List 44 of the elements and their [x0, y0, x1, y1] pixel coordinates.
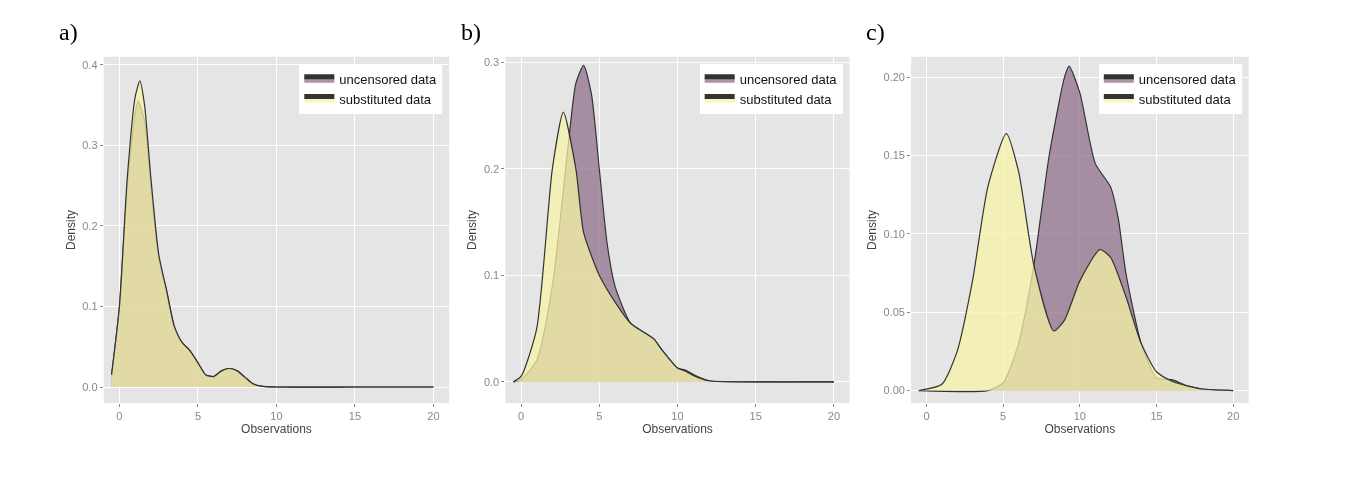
chart-title: a)	[59, 19, 78, 45]
x-tick-label: 15	[1150, 410, 1163, 423]
x-tick-label: 15	[348, 410, 362, 423]
chart-title: b)	[461, 19, 481, 45]
x-tick-label: 10	[1073, 410, 1086, 423]
y-tick-label: 0.3	[82, 139, 98, 152]
chart-title: c)	[866, 19, 885, 45]
x-tick-label: 20	[827, 410, 841, 423]
y-tick-label: 0.4	[82, 58, 98, 71]
y-tick-label: 0.05	[883, 306, 905, 319]
y-tick-label: 0.1	[483, 269, 500, 282]
y-tick-label: 0.2	[483, 162, 500, 175]
y-tick-label: 0.0	[82, 380, 98, 393]
y-tick-label: 0.0	[483, 375, 500, 388]
x-tick-label: 0	[923, 410, 930, 423]
y-tick-label: 0.20	[883, 71, 905, 84]
y-tick-label: 0.00	[883, 384, 905, 397]
y-tick-label: 0.2	[82, 219, 98, 232]
y-axis-title: Density	[864, 209, 879, 250]
legend-label: uncensored data	[1138, 71, 1237, 87]
x-axis-title: Observations	[1044, 422, 1116, 437]
x-tick-label: 15	[749, 410, 762, 423]
legend-label: uncensored data	[739, 71, 838, 87]
legend-label: uncensored data	[339, 71, 437, 87]
legend-label: substituted data	[739, 91, 833, 107]
x-tick-label: 0	[518, 410, 525, 423]
x-tick-label: 5	[1000, 410, 1007, 423]
y-tick-label: 0.10	[883, 227, 905, 240]
x-tick-label: 20	[1227, 410, 1240, 423]
x-tick-label: 20	[427, 410, 440, 423]
x-tick-label: 5	[194, 410, 202, 423]
y-tick-label: 0.1	[82, 300, 98, 313]
y-tick-label: 0.3	[483, 55, 500, 68]
x-axis-title: Observations	[642, 422, 713, 437]
x-axis-title: Observations	[241, 422, 312, 437]
x-tick-label: 5	[596, 410, 603, 423]
x-tick-label: 10	[270, 410, 283, 423]
y-axis-title: Density	[63, 209, 78, 250]
x-tick-label: 0	[116, 410, 123, 423]
y-axis-title: Density	[465, 209, 480, 250]
legend-label: substituted data	[1138, 91, 1232, 107]
y-tick-label: 0.15	[883, 149, 905, 162]
legend-label: substituted data	[339, 91, 432, 107]
x-tick-label: 10	[671, 410, 684, 423]
